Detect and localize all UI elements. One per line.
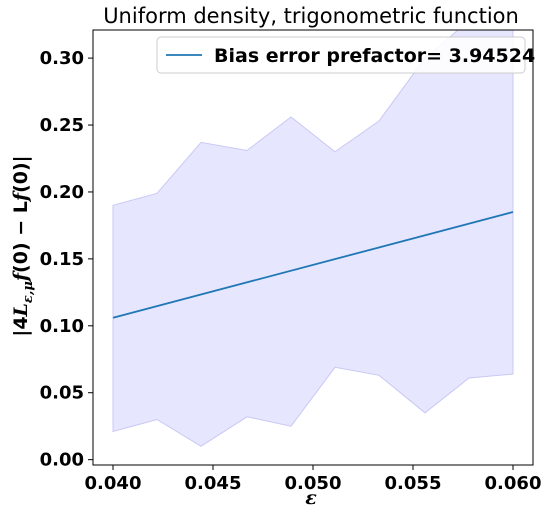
chart-title: Uniform density, trigonometric function (103, 4, 519, 28)
y-axis-ticks: 0.00 0.05 0.10 0.15 0.20 0.25 0.30 (40, 48, 93, 471)
y-tick-label: 0.05 (40, 383, 84, 404)
x-tick-label: 0.045 (185, 473, 242, 494)
y-tick-label: 0.15 (40, 249, 84, 270)
series-line-0 (112, 211, 514, 319)
y-tick-label: 0.30 (40, 48, 84, 69)
x-axis-label: ε (305, 487, 317, 509)
x-tick-label: 0.055 (385, 473, 442, 494)
x-tick-label: 0.060 (485, 473, 542, 494)
x-tick-label: 0.050 (285, 473, 342, 494)
confidence-band (112, 30, 514, 447)
y-tick-label: 0.10 (40, 316, 84, 337)
legend-box (156, 36, 526, 74)
y-tick-label: 0.00 (40, 450, 84, 471)
y-axis-label: |4Lε,μf(0) − Lf(0)| (10, 155, 36, 336)
legend-entry-label: Bias error prefactor= 3.94524 (214, 45, 535, 67)
x-axis-ticks: 0.040 0.045 0.050 0.055 0.060 (85, 465, 542, 494)
plot-area (112, 30, 514, 447)
y-tick-label: 0.20 (40, 182, 84, 203)
legend: Bias error prefactor= 3.94524 (156, 36, 535, 74)
x-tick-label: 0.040 (85, 473, 142, 494)
series-layer (112, 211, 514, 319)
y-tick-label: 0.25 (40, 115, 84, 136)
